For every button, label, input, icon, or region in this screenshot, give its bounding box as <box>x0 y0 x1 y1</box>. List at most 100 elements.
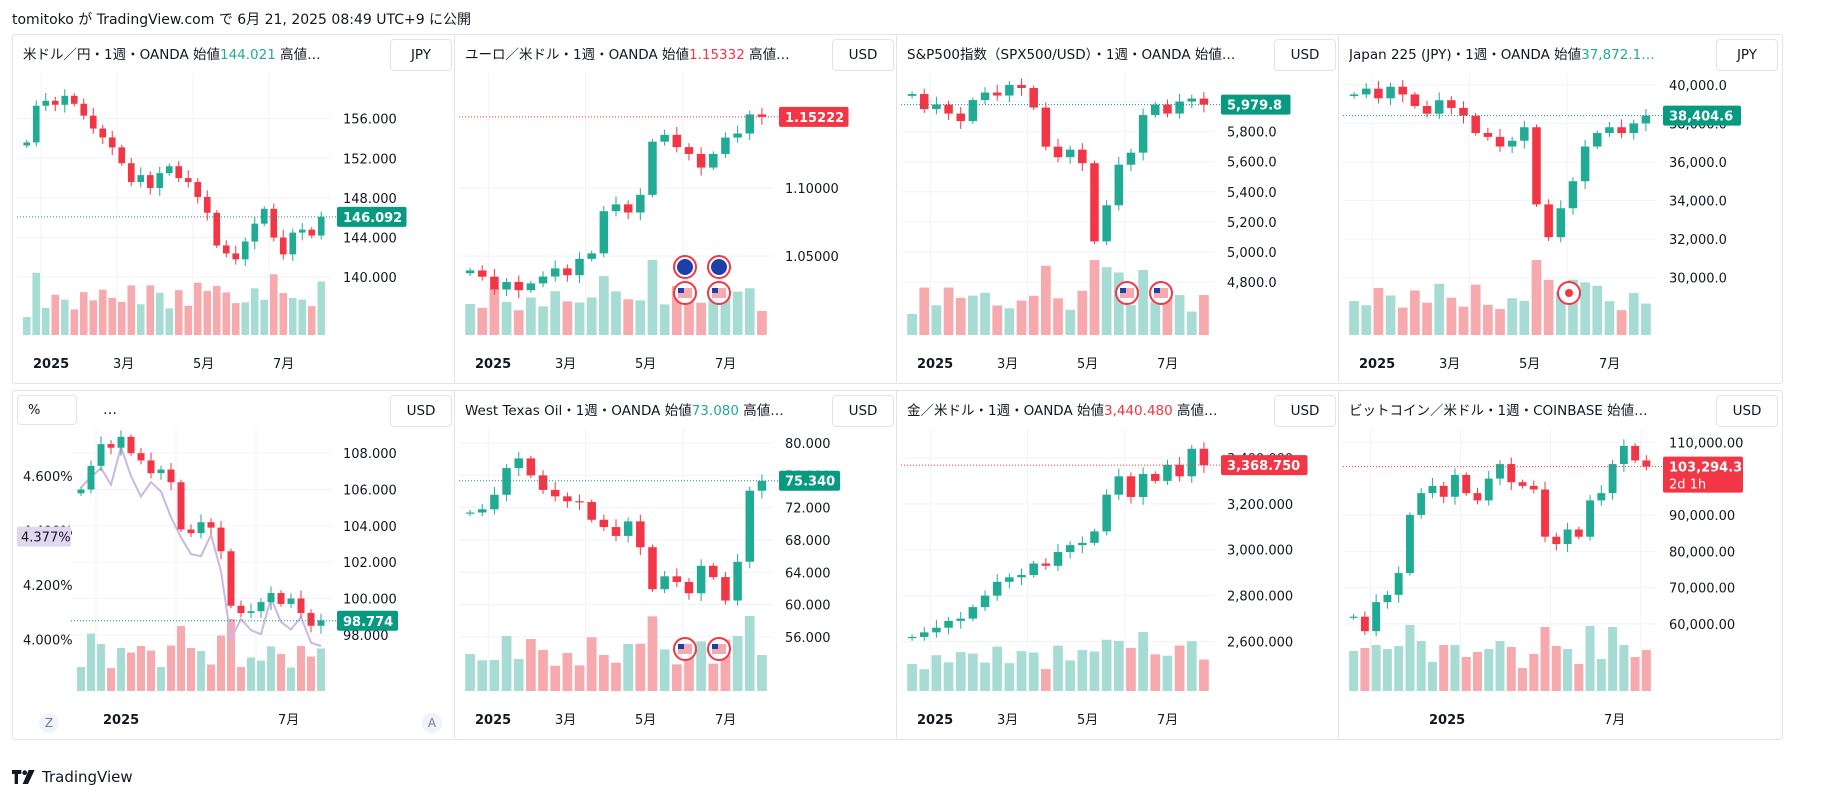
candlestick-chart[interactable]: 3,400.0003,200.0003,000.0002,800.0002,60… <box>897 391 1341 740</box>
currency-button[interactable]: USD <box>1716 395 1778 427</box>
x-tick-label: 3月 <box>555 713 576 728</box>
candle-body <box>165 166 173 174</box>
currency-button[interactable]: JPY <box>1716 39 1778 71</box>
volume-bar <box>1162 655 1173 691</box>
tradingview-logo-icon <box>12 770 35 784</box>
candlestick-chart[interactable]: 156.000 152.000 148.000 144.000 140.000 146.0… <box>13 35 457 384</box>
candle-body <box>1374 88 1383 99</box>
candle-body <box>721 577 730 601</box>
currency-button[interactable]: USD <box>1274 39 1336 71</box>
candle-body <box>599 211 609 254</box>
x-tick-label: 3月 <box>1439 357 1460 372</box>
zoom-button[interactable]: Z <box>39 713 59 733</box>
candle-body <box>257 602 265 612</box>
volume-bar <box>277 654 285 691</box>
currency-button[interactable]: JPY <box>390 39 452 71</box>
x-tick-label: 2025 <box>475 357 511 372</box>
volume-bar <box>1563 649 1573 691</box>
volume-bar <box>757 310 767 335</box>
chart-panel-dxy[interactable]: % … USD 108.000 106.000 104.000 102.000 100.… <box>12 390 457 740</box>
candle-body <box>575 501 584 503</box>
volume-bar <box>193 282 202 335</box>
candle-body <box>267 593 275 603</box>
candlestick-chart[interactable]: 1.10000 1.05000 1.15222 2025 3月 5月 7月 <box>455 35 899 384</box>
volume-bar <box>1199 659 1209 691</box>
more-menu-icon[interactable]: … <box>103 402 117 418</box>
candlestick-chart[interactable]: 108.000 106.000 104.000 102.000 100.000 98.00… <box>13 391 457 740</box>
currency-button[interactable]: USD <box>832 395 894 427</box>
chart-panel-wti[interactable]: West Texas Oil・1週・OANDA 始値73.080 高値… USD… <box>454 390 899 740</box>
volume-bar <box>1616 310 1627 335</box>
candle-body <box>251 223 259 242</box>
candle-body <box>1483 133 1493 137</box>
volume-bar <box>968 295 978 335</box>
auto-scale-button[interactable]: A <box>422 713 442 733</box>
candle-body <box>1642 460 1651 467</box>
chart-panel-xauusd[interactable]: 金／米ドル・1週・OANDA 始値3,440.480 高値… USD 3,400… <box>896 390 1341 740</box>
y-tick-label: 70,000.00 <box>1669 582 1735 597</box>
candle-body <box>514 282 523 291</box>
y-tick-label: 3,000.000 <box>1227 544 1293 559</box>
volume-bar <box>1126 647 1136 691</box>
volume-bar <box>1518 668 1528 691</box>
volume-bar <box>165 308 174 335</box>
candle-body <box>1593 133 1602 147</box>
candle-body <box>1496 464 1504 479</box>
candlestick-chart[interactable]: 40,000.038,000.036,000.034,000.032,000.0… <box>1339 35 1783 384</box>
currency-button[interactable]: USD <box>390 395 452 427</box>
candle-body <box>1422 106 1432 114</box>
candle-body <box>1138 474 1148 497</box>
volume-bar <box>1028 652 1039 691</box>
volume-bar <box>77 667 85 691</box>
candle-body <box>1005 577 1014 582</box>
y-tick-label: 4,800.0 <box>1227 276 1277 291</box>
volume-bar <box>1630 657 1640 691</box>
candle-body <box>992 581 1002 596</box>
volume-bar <box>60 299 69 335</box>
x-tick-label: 5月 <box>1077 357 1098 372</box>
chart-panel-spx500[interactable]: S&P500指数（SPX500/USD）・1週・OANDA 始値… USD 6,… <box>896 34 1341 384</box>
volume-bar <box>287 667 295 691</box>
volume-bar <box>501 636 512 691</box>
x-tick-label: 3月 <box>997 713 1018 728</box>
y-tick-label: 5,800.0 <box>1227 126 1277 141</box>
candle-body <box>1451 474 1459 497</box>
y-tick-label: 30,000.0 <box>1669 272 1727 287</box>
volume-bar <box>1484 649 1494 691</box>
tradingview-brand: TradingView <box>42 768 133 786</box>
candle-body <box>277 593 285 604</box>
volume-bar <box>919 287 930 335</box>
currency-button[interactable]: USD <box>1274 395 1336 427</box>
candlestick-chart[interactable]: 6,000.05,800.05,600.05,400.05,200.05,000… <box>897 35 1341 384</box>
x-tick-label: 7月 <box>1157 713 1178 728</box>
volume-bar <box>720 295 731 335</box>
chart-panel-usdjpy[interactable]: 米ドル／円・1週・OANDA 始値144.021 高値… JPY 156.000… <box>12 34 457 384</box>
percent-scale-button[interactable]: % <box>17 395 77 425</box>
candle-body <box>1541 489 1549 537</box>
volume-bar <box>1472 652 1482 691</box>
volume-bar <box>108 297 117 335</box>
candlestick-chart[interactable]: 110,000.00 90,000.00 80,000.00 70,000.00 60,… <box>1339 391 1783 740</box>
candle-body <box>907 94 917 96</box>
last-price-badge <box>337 206 407 227</box>
volume-bar <box>671 664 682 691</box>
candle-body <box>1556 208 1566 238</box>
volume-bar <box>1113 640 1124 691</box>
chart-panel-eurusd[interactable]: ユーロ／米ドル・1週・OANDA 始値1.15332 高値… USD 1.100… <box>454 34 899 384</box>
candle-body <box>684 581 694 594</box>
candle-body <box>1428 485 1437 494</box>
volume-bar <box>22 317 31 335</box>
volume-bar <box>931 655 942 691</box>
volume-bar <box>659 304 670 335</box>
currency-button[interactable]: USD <box>832 39 894 71</box>
candle-body <box>42 100 50 106</box>
candle-body <box>1398 86 1407 95</box>
chart-panel-btcusd[interactable]: ビットコイン／米ドル・1週・COINBASE 始値… USD 110,000.0… <box>1338 390 1783 740</box>
candle-body <box>184 178 192 183</box>
x-tick-label: 7月 <box>715 357 736 372</box>
candlestick-chart[interactable]: 80.00076.00072.00068.00064.00060.00056.0… <box>455 391 899 740</box>
chart-panel-jp225[interactable]: Japan 225 (JPY)・1週・OANDA 始値37,872.1… JPY… <box>1338 34 1783 384</box>
volume-bar <box>1089 651 1100 691</box>
candle-body <box>1029 563 1038 575</box>
volume-bar <box>212 286 221 335</box>
